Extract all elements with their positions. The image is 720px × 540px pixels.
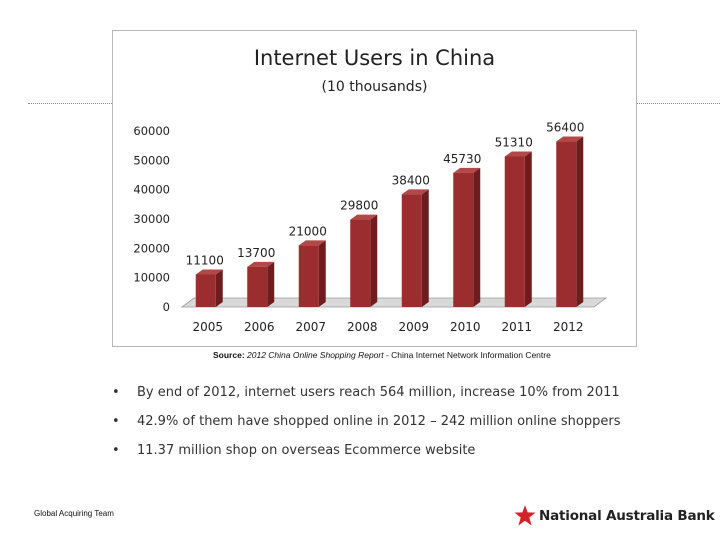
bar-side: [215, 269, 223, 307]
bullet-text: By end of 2012, internet users reach 564…: [137, 385, 620, 400]
x-tick-label: 2012: [553, 320, 584, 334]
bar: [453, 172, 474, 307]
bar-top: [453, 167, 481, 173]
y-tick-label: 30000: [133, 212, 170, 226]
bar-side: [370, 214, 378, 307]
bar: [350, 219, 371, 307]
bar-top: [556, 136, 584, 142]
y-tick-label: 10000: [133, 271, 170, 285]
nab-star-icon: [514, 505, 536, 526]
data-label: 21000: [289, 224, 327, 238]
bullet-text: 42.9% of them have shopped online in 201…: [137, 414, 621, 429]
bar-top: [350, 214, 378, 220]
y-tick-label: 40000: [133, 183, 170, 197]
bullet-symbol: •: [112, 414, 120, 429]
bar: [298, 245, 319, 307]
x-tick-label: 2006: [244, 320, 275, 334]
x-tick-label: 2005: [192, 320, 223, 334]
source-prefix: Source:: [213, 350, 245, 360]
bar-side: [473, 167, 481, 307]
bar-top: [504, 151, 532, 157]
data-label: 51310: [495, 135, 533, 149]
chart-title: Internet Users in China: [253, 46, 496, 70]
bullet-symbol: •: [112, 385, 120, 400]
chart-subtitle: (10 thousands): [321, 79, 428, 95]
bar: [504, 156, 525, 307]
bar-side: [267, 261, 275, 307]
data-label: 13700: [237, 246, 275, 260]
y-tick-label: 20000: [133, 241, 170, 255]
bar-top: [298, 240, 326, 246]
y-tick-label: 0: [163, 300, 170, 314]
bar-side: [421, 189, 429, 307]
bar: [556, 141, 577, 307]
bullet-symbol: •: [112, 443, 120, 458]
data-label: 45730: [443, 152, 481, 166]
bar-top: [401, 189, 429, 195]
y-tick-label: 50000: [133, 153, 170, 167]
x-tick-label: 2007: [295, 320, 326, 334]
bar: [247, 266, 268, 307]
bullet-text: 11.37 million shop on overseas Ecommerce…: [137, 443, 476, 458]
bar-side: [576, 136, 584, 307]
bar: [401, 194, 422, 307]
data-label: 11100: [186, 253, 224, 267]
data-label: 29800: [340, 199, 378, 213]
source-caption: Source: 2012 China Online Shopping Repor…: [213, 350, 551, 360]
bar-side: [524, 151, 532, 307]
bar: [195, 274, 216, 307]
bullet-item: • 42.9% of them have shopped online in 20…: [112, 414, 620, 429]
x-tick-label: 2010: [450, 320, 481, 334]
x-tick-label: 2008: [347, 320, 378, 334]
x-tick-label: 2009: [398, 320, 429, 334]
data-label: 56400: [546, 121, 584, 135]
footer-team-label: Global Acquiring Team: [34, 509, 114, 518]
bullet-item: • 11.37 million shop on overseas Ecommerc…: [112, 443, 475, 458]
data-label: 38400: [392, 173, 430, 187]
bar-side: [318, 240, 326, 307]
y-tick-label: 60000: [133, 124, 170, 138]
source-publisher: - China Internet Network Information Cen…: [383, 350, 551, 360]
brand-logo: National Australia Bank: [514, 505, 715, 527]
source-report: 2012 China Online Shopping Report: [244, 350, 384, 360]
brand-name: National Australia Bank: [539, 508, 715, 524]
bullet-item: • By end of 2012, internet users reach 56…: [112, 385, 620, 400]
x-tick-label: 2011: [501, 320, 532, 334]
bar-top: [195, 269, 223, 275]
bar-top: [247, 261, 275, 267]
chart-floor: [180, 297, 608, 308]
